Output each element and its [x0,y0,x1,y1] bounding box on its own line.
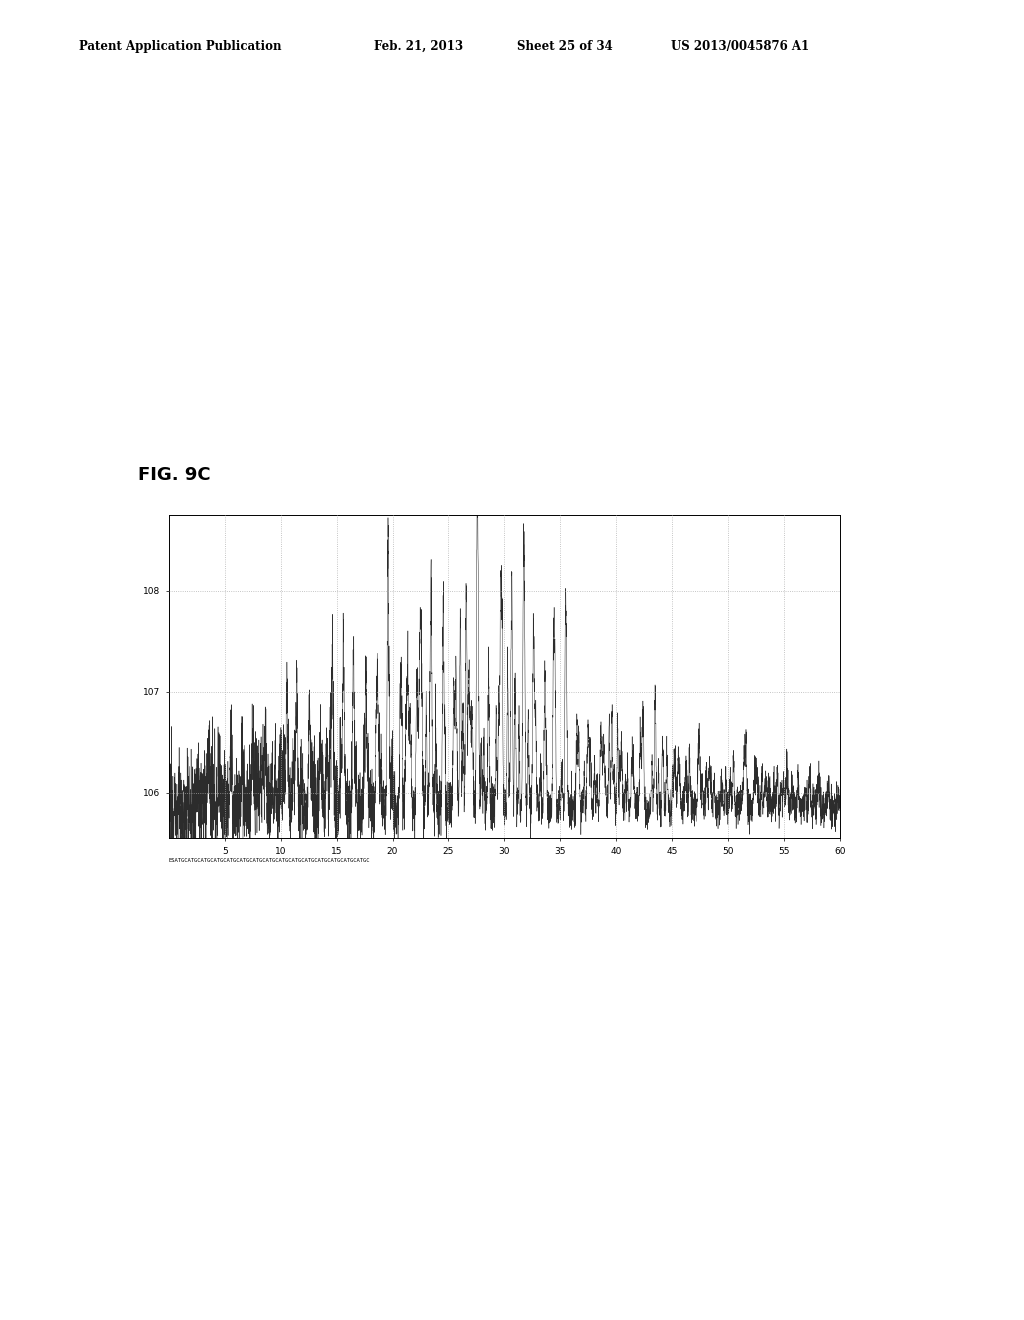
Text: Patent Application Publication: Patent Application Publication [79,40,282,53]
Text: Feb. 21, 2013: Feb. 21, 2013 [374,40,463,53]
Text: FIG. 9C: FIG. 9C [138,466,211,484]
Text: Sheet 25 of 34: Sheet 25 of 34 [517,40,613,53]
Text: ESATGCATGCATGCATGCATGCATGCATGCATGCATGCATGCATGCATGCATGCATGCATGC: ESATGCATGCATGCATGCATGCATGCATGCATGCATGCAT… [169,858,371,863]
Text: US 2013/0045876 A1: US 2013/0045876 A1 [671,40,809,53]
